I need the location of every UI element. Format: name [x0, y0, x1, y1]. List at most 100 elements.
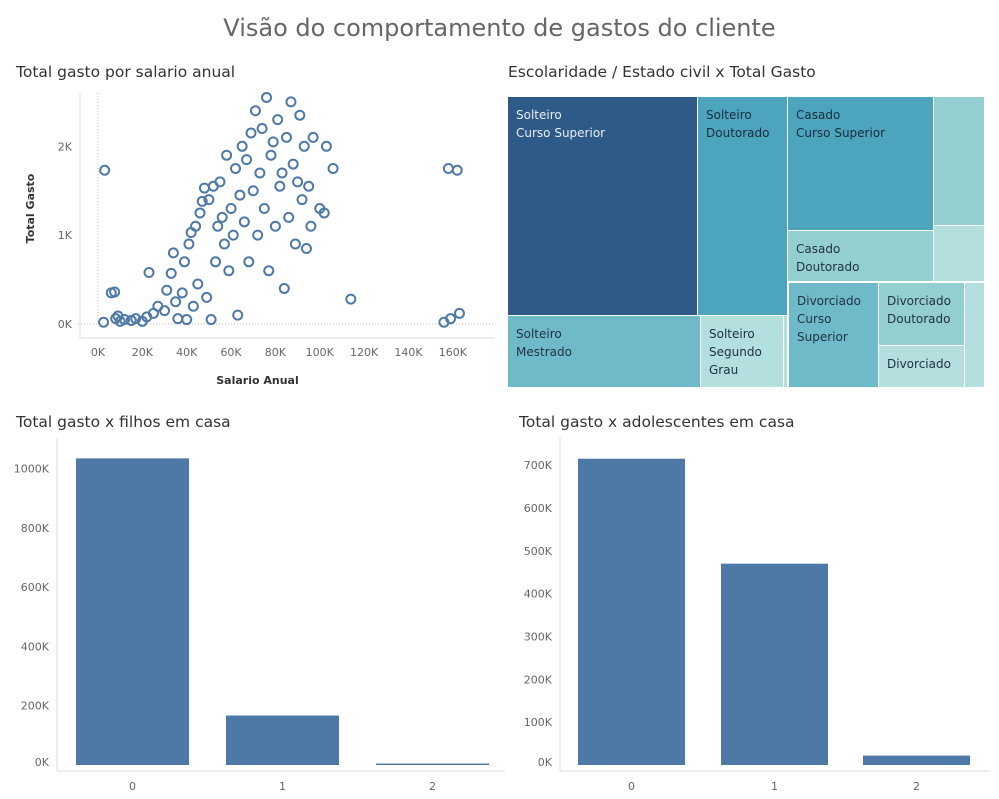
scatter-point: [241, 154, 253, 166]
scatter-x-tick: 40K: [176, 346, 198, 359]
bar-y-tick: 800K: [21, 522, 50, 535]
scatter-point: [165, 267, 177, 279]
scatter-point: [263, 265, 275, 277]
scatter-y-tick: 1K: [58, 229, 73, 242]
treemap-cell[interactable]: Casado Curso Superior: [788, 97, 933, 230]
scatter-point: [320, 140, 332, 152]
scatter-point: [283, 211, 295, 223]
treemap-cell[interactable]: [784, 316, 787, 387]
bar-x-tick: 2: [429, 780, 436, 793]
bar-y-tick: 600K: [524, 502, 553, 515]
scatter-point: [218, 238, 230, 250]
bar-y-tick: 300K: [524, 630, 553, 643]
scatter-point: [196, 195, 208, 207]
treemap-cell-label: Solteiro: [516, 327, 562, 341]
scatter-point: [183, 238, 195, 250]
scatter-point: [307, 131, 319, 143]
treemap-cell-label: Solteiro: [709, 327, 755, 341]
treemap-cell-label: Divorciado: [887, 294, 951, 308]
treemap-cell[interactable]: Solteiro Mestrado: [508, 316, 700, 387]
bar-x-tick: 2: [913, 780, 920, 793]
teens-bar-chart: 0K 100K 200K 300K 400K 500K 600K 700K 0 1 2: [524, 438, 990, 793]
bar-y-tick: 0K: [538, 756, 553, 769]
treemap-cell-label: Mestrado: [516, 345, 572, 359]
scatter-point: [445, 313, 457, 325]
bar-x-tick: 1: [771, 780, 778, 793]
scatter-point: [98, 316, 110, 328]
bar-y-tick: 500K: [524, 545, 553, 558]
treemap-cell[interactable]: Casado Doutorado: [788, 231, 933, 281]
treemap-cell-label: Curso Superior: [516, 126, 605, 140]
scatter-x-tick: 140K: [394, 346, 423, 359]
scatter-x-tick: 60K: [220, 346, 242, 359]
treemap-cell[interactable]: [934, 97, 984, 225]
bar[interactable]: [578, 458, 685, 765]
treemap-title: Escolaridade / Estado civil x Total Gast…: [508, 63, 816, 81]
scatter-point: [210, 256, 222, 268]
bar[interactable]: [226, 715, 339, 765]
scatter-point: [245, 127, 257, 139]
scatter-x-tick: 20K: [132, 346, 154, 359]
scatter-point: [243, 256, 255, 268]
treemap-cell-label: Segundo: [709, 345, 762, 359]
scatter-x-tick: 120K: [350, 346, 379, 359]
scatter-point: [176, 287, 188, 299]
treemap-cell[interactable]: Divorciado Curso Superior: [789, 283, 878, 387]
treemap-cell[interactable]: Divorciado: [879, 346, 964, 387]
bar[interactable]: [76, 458, 189, 765]
bar-y-tick: 1000K: [14, 463, 50, 476]
scatter-point: [298, 140, 310, 152]
treemap-cell[interactable]: Solteiro Curso Superior: [508, 97, 697, 315]
scatter-point: [453, 307, 465, 319]
treemap-cell[interactable]: Divorciado Doutorado: [879, 283, 964, 345]
bar-y-tick: 100K: [524, 716, 553, 729]
treemap-cell[interactable]: [965, 283, 984, 387]
scatter-point: [287, 158, 299, 170]
scatter-point: [274, 180, 286, 192]
bar-y-tick: 0K: [35, 756, 50, 769]
scatter-point: [272, 114, 284, 126]
treemap-cell-label: Casado: [796, 242, 840, 256]
treemap-cell-label: Divorciado: [797, 294, 861, 308]
scatter-point: [178, 256, 190, 268]
bar-y-tick: 200K: [21, 700, 50, 713]
treemap-cell[interactable]: Solteiro Doutorado: [698, 97, 787, 315]
scatter-point: [238, 216, 250, 228]
treemap-cell[interactable]: [934, 226, 984, 281]
scatter-point: [278, 282, 290, 294]
scatter-point: [205, 314, 217, 326]
treemap-cell-label: Solteiro: [516, 108, 562, 122]
scatter-x-tick: 80K: [265, 346, 287, 359]
scatter-x-tick: 100K: [306, 346, 335, 359]
scatter-point: [201, 291, 213, 303]
scatter-point: [296, 194, 308, 206]
scatter-point: [161, 284, 173, 296]
scatter-y-tick: 2K: [58, 140, 73, 153]
scatter-point: [216, 211, 228, 223]
scatter-point: [167, 247, 179, 259]
treemap-cell[interactable]: Solteiro Segundo Grau: [701, 316, 783, 387]
treemap-cell-label: Casado: [796, 108, 840, 122]
scatter-point: [236, 140, 248, 152]
bar[interactable]: [863, 755, 970, 765]
scatter-point: [442, 163, 454, 175]
scatter-point: [258, 203, 270, 214]
scatter-point: [300, 242, 312, 254]
scatter-x-label: Salario Anual: [216, 374, 299, 387]
bar[interactable]: [376, 763, 489, 765]
treemap-cell-label: Curso: [797, 312, 832, 326]
scatter-point: [192, 278, 204, 290]
bar-y-tick: 400K: [21, 640, 50, 653]
scatter-point: [292, 176, 304, 188]
scatter-point: [267, 136, 279, 148]
scatter-point: [225, 203, 237, 214]
scatter-point: [229, 163, 241, 175]
scatter-point: [294, 109, 306, 121]
scatter-point: [227, 229, 239, 241]
scatter-point: [214, 176, 226, 188]
dashboard-title: Visão do comportamento de gastos do clie…: [223, 14, 776, 42]
scatter-y-label: Total Gasto: [24, 173, 37, 243]
scatter-point: [119, 314, 131, 326]
bar[interactable]: [721, 563, 828, 765]
scatter-point: [143, 266, 155, 278]
